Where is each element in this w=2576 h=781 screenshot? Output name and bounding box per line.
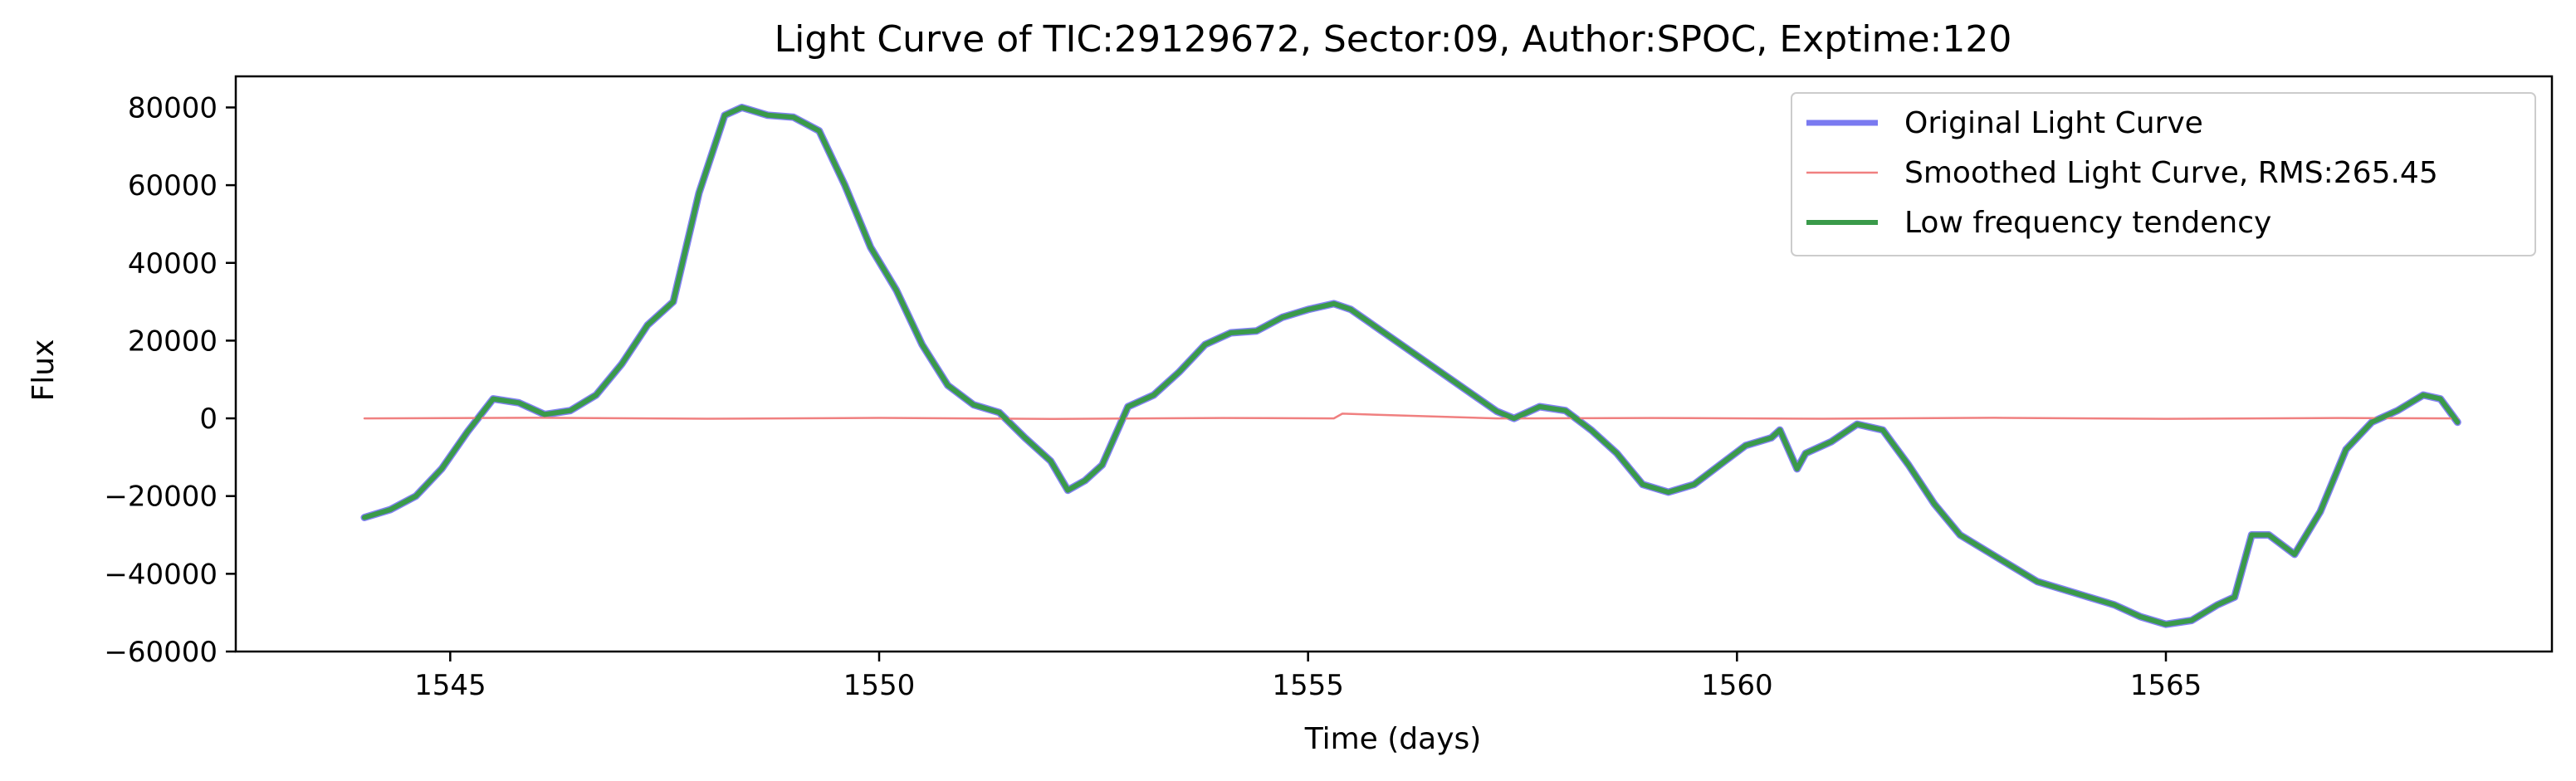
y-tick-label: 0 [199,403,218,436]
x-tick-label: 1545 [414,669,486,702]
x-tick-label: 1550 [843,669,916,702]
y-axis: −60000 −40000 −20000 0 20000 40000 60000 80000 [104,91,236,669]
y-tick-label: −40000 [104,558,218,591]
x-axis-label: Time (days) [1304,722,1482,756]
series-line-low-frequency-tendency [362,105,2461,627]
x-axis: 1545 1550 1555 1560 1565 [414,652,2202,702]
plot-frame [234,75,2554,653]
legend-label-original-light-curve: Original Light Curve [1904,106,2203,140]
y-tick-label: 20000 [128,325,218,358]
x-tick-label: 1555 [1272,669,1344,702]
chart-title: Light Curve of TIC:29129672, Sector:09, … [775,18,2012,61]
legend-box [1791,92,2536,256]
y-axis-label: Flux [27,339,61,402]
series-line-smoothed-light-curve-rms-265-45 [363,412,2459,421]
y-tick-label: −20000 [104,481,218,514]
legend: Original Light Curve Smoothed Light Curve… [1791,92,2536,256]
y-tick-label: 40000 [128,247,218,281]
x-tick-label: 1560 [1701,669,1773,702]
legend-label-smoothed-light-curve-rms-265-45: Smoothed Light Curve, RMS:265.45 [1904,156,2438,190]
y-tick-label: 80000 [128,91,218,124]
y-tick-label: 60000 [128,169,218,203]
legend-label-low-frequency-tendency: Low frequency tendency [1904,206,2271,240]
plot-area [360,104,2461,628]
y-tick-label: −60000 [104,636,218,669]
x-tick-label: 1565 [2130,669,2202,702]
